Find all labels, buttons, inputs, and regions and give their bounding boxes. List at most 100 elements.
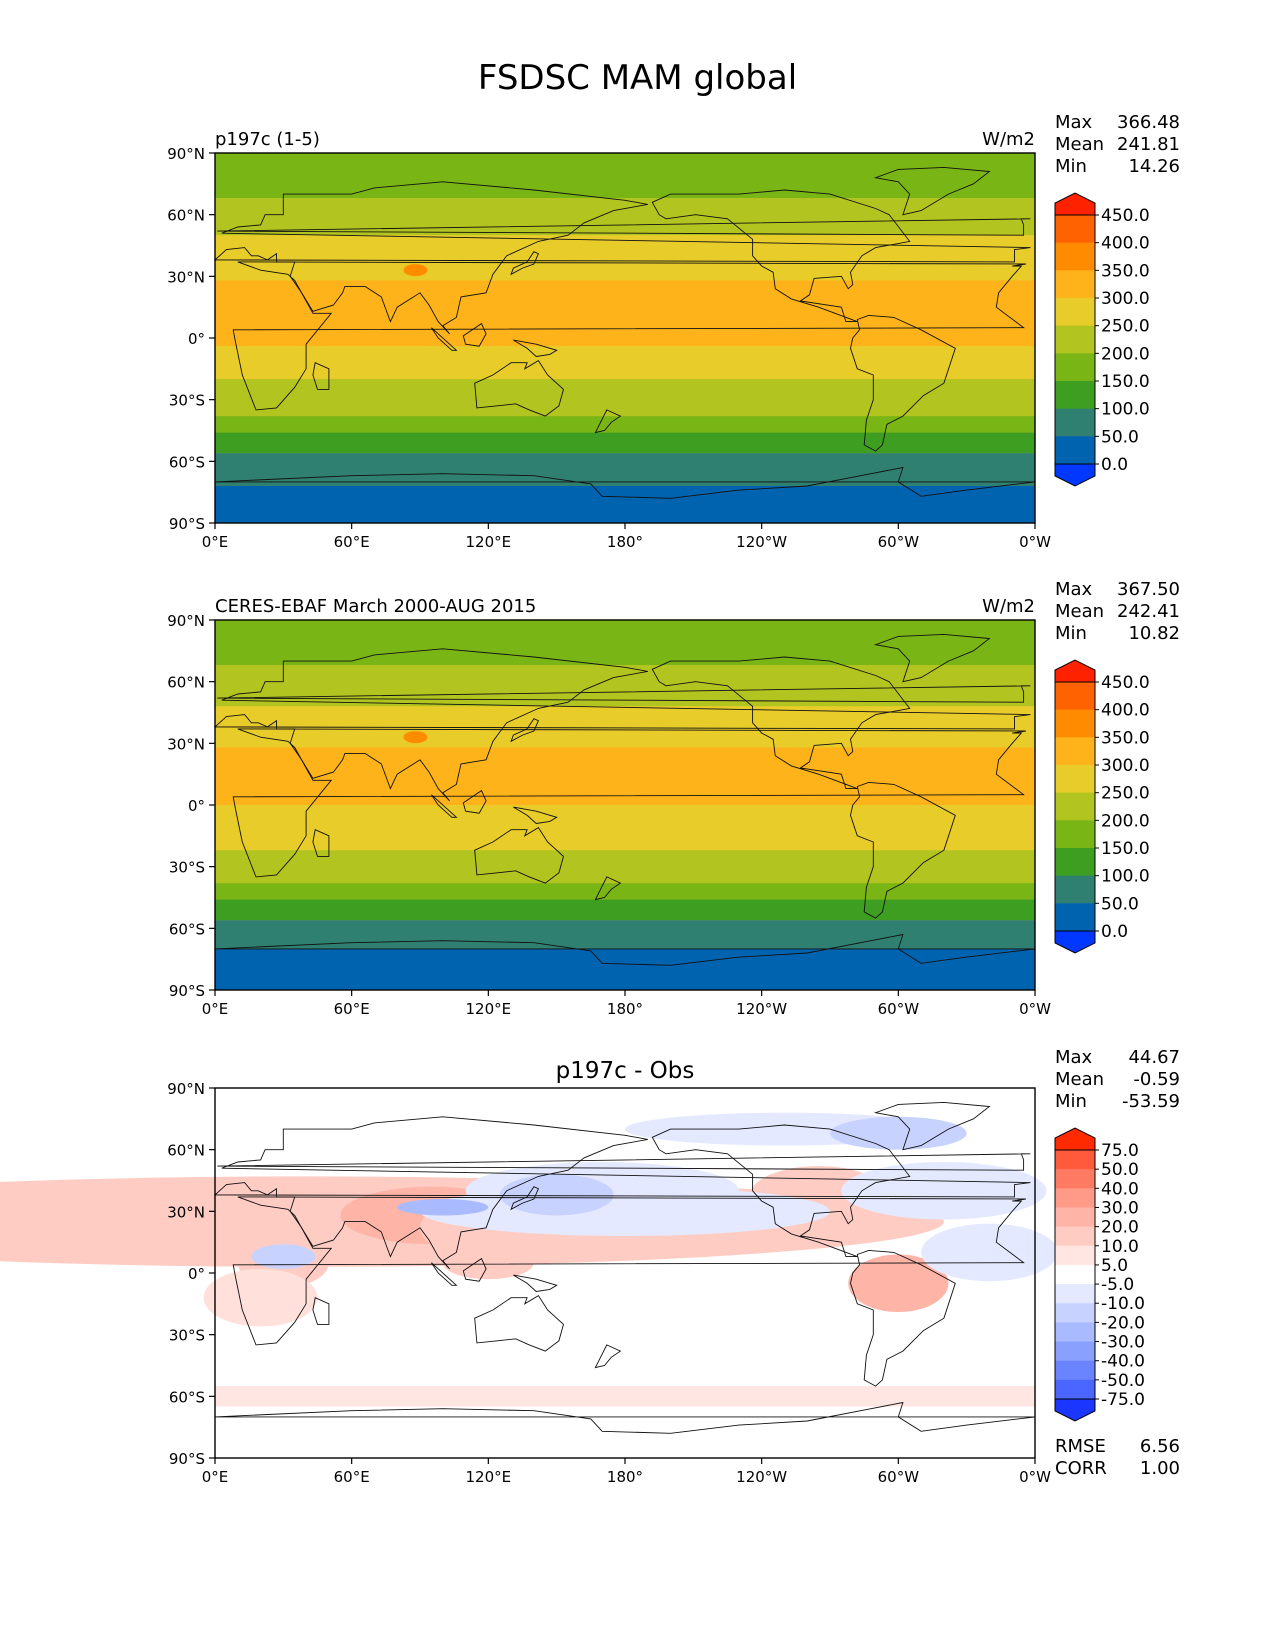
contour-band [215, 899, 1035, 921]
colorbar-segment [1055, 1360, 1095, 1381]
contour-band [215, 883, 1035, 900]
lon-tick-label: 60°W [878, 1000, 920, 1018]
colorbar-label: 150.0 [1101, 372, 1150, 392]
colorbar-segment [1055, 215, 1095, 244]
lat-tick-label: 60°N [167, 207, 205, 225]
anomaly-patch [442, 1246, 534, 1280]
coastline [651, 656, 911, 790]
lat-tick-label: 30°N [167, 735, 205, 753]
colorbar-label: 250.0 [1101, 784, 1150, 804]
anomaly-patch [403, 264, 428, 277]
stat-label: CORR [1055, 1458, 1107, 1479]
colorbar-label: 5.0 [1101, 1256, 1128, 1276]
coastline [850, 314, 956, 452]
colorbar-label: 250.0 [1101, 317, 1150, 337]
lat-tick-label: 0° [188, 797, 205, 815]
stat-value: 44.67 [1128, 1047, 1180, 1068]
stat-value: 1.00 [1140, 1458, 1180, 1479]
colorbar-extend-max [1054, 1127, 1096, 1151]
colorbar-label: 30.0 [1101, 1198, 1139, 1218]
stat-label: Min [1055, 1091, 1087, 1112]
contour-band [215, 235, 1035, 281]
coastline [850, 781, 956, 919]
colorbar [1054, 1127, 1099, 1422]
colorbar-segment [1055, 270, 1095, 299]
lat-tick-label: 60°S [169, 453, 205, 471]
colorbar-segment [1055, 1379, 1095, 1400]
lon-tick-label: 0°E [202, 533, 229, 551]
colorbar-segment [1055, 1264, 1095, 1285]
map-panel-model [209, 152, 1036, 529]
lon-tick-label: 60°E [334, 1468, 370, 1486]
colorbar-segment [1055, 1169, 1095, 1189]
anomaly-patch [848, 1254, 949, 1313]
lon-tick-label: 60°E [334, 1000, 370, 1018]
colorbar-segment [1055, 408, 1095, 437]
stat-value: 10.82 [1128, 623, 1180, 644]
colorbar-label: -50.0 [1101, 1371, 1145, 1391]
colorbar-segment [1055, 436, 1095, 465]
colorbar-label: 20.0 [1101, 1218, 1139, 1238]
coastline [594, 1344, 622, 1369]
stat-label: Max [1055, 112, 1093, 133]
coastline [510, 718, 539, 743]
colorbar-segment [1055, 765, 1095, 794]
colorbar-segment [1055, 709, 1095, 738]
colorbar-segment [1055, 1303, 1095, 1323]
colorbar-segment [1055, 1226, 1095, 1247]
coastline [213, 181, 1031, 335]
colorbar-segment [1055, 298, 1095, 327]
panel-left-title: CERES-EBAF March 2000-AUG 2015 [215, 596, 536, 617]
lon-tick-label: 0°E [202, 1468, 229, 1486]
colorbar-label: -40.0 [1101, 1352, 1145, 1372]
stat-label: Mean [1055, 601, 1104, 622]
lon-tick-label: 120°W [736, 533, 787, 551]
anomaly-patch [251, 1244, 316, 1269]
lon-tick-label: 60°E [334, 533, 370, 551]
colorbar-label: -20.0 [1101, 1313, 1145, 1333]
lon-tick-label: 120°E [466, 1000, 512, 1018]
colorbar-extend-min [1054, 1398, 1096, 1422]
stat-label: RMSE [1055, 1436, 1106, 1457]
colorbar-label: 75.0 [1101, 1141, 1139, 1161]
colorbar-segment [1055, 682, 1095, 711]
contour-band [215, 346, 1035, 380]
coastline [232, 1196, 1026, 1346]
coastline [312, 1297, 330, 1325]
lon-tick-label: 0°W [1019, 533, 1051, 551]
colorbar-extend-max [1054, 192, 1096, 216]
contour-band [215, 280, 1035, 347]
colorbar-extend-min [1054, 930, 1096, 954]
colorbar-segment [1055, 1341, 1095, 1362]
contour-band [215, 453, 1035, 486]
colorbar-label: 0.0 [1101, 922, 1128, 942]
colorbar-segment [1055, 1245, 1095, 1266]
stat-value: 241.81 [1117, 134, 1180, 155]
coastline [214, 466, 1036, 499]
colorbar-segment [1055, 1150, 1095, 1170]
coastline [462, 1257, 487, 1282]
colorbar-segment [1055, 381, 1095, 410]
coastline [873, 633, 991, 683]
coastline [474, 826, 565, 884]
colorbar-label: 450.0 [1101, 673, 1150, 693]
colorbar-label: 10.0 [1101, 1237, 1139, 1257]
coastline [214, 933, 1036, 966]
coastline [462, 789, 487, 814]
map-panel-diff [0, 1087, 1058, 1464]
figure-title: FSDSC MAM global [477, 58, 798, 98]
coastline [431, 327, 458, 351]
contour-band [215, 1386, 1035, 1407]
colorbar-segment [1055, 737, 1095, 766]
colorbar-segment [1055, 325, 1095, 354]
colorbar-label: 0.0 [1101, 455, 1128, 475]
contour-band [215, 805, 1035, 851]
colorbar-segment [1055, 848, 1095, 877]
coastline [217, 1153, 1031, 1171]
lat-tick-label: 90°S [169, 982, 205, 1000]
colorbar-label: 400.0 [1101, 701, 1150, 721]
coastline [213, 648, 1031, 802]
lon-tick-label: 60°W [878, 533, 920, 551]
colorbar-segment [1055, 242, 1095, 271]
